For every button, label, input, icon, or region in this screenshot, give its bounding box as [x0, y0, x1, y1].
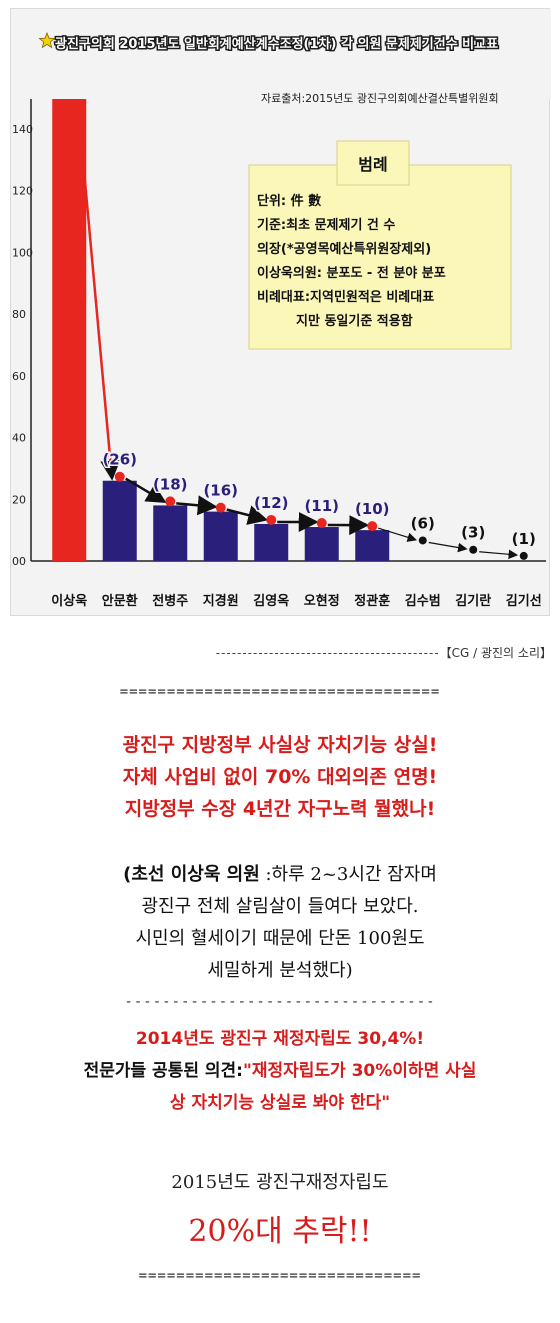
divider-equals-top: ================================== [119, 684, 441, 700]
x-tick-label: 김기란 [455, 594, 491, 609]
trend-arrow [479, 549, 519, 560]
trend-arrow [74, 74, 121, 481]
data-label: (26) [102, 451, 137, 469]
chart-panel: 0020406080100120140160 (157)(26)(18)(16)… [10, 8, 551, 616]
x-tick-label: 오현정 [304, 593, 340, 609]
bar-안문환 [102, 480, 137, 561]
bar-지경원 [203, 511, 238, 561]
data-point [165, 496, 176, 507]
data-point [215, 502, 226, 513]
bar-이상욱 [52, 76, 87, 561]
data-label: (18) [153, 475, 188, 493]
divider-equals-bottom: ============================== [138, 1268, 422, 1284]
y-tick-label: 20 [12, 493, 26, 506]
note-line-1: (초선 이상욱 의원 :하루 2~3시간 잠자며 [0, 860, 560, 889]
divider-dashes-mid: --------------------------------- [124, 994, 436, 1010]
y-tick-label: 40 [12, 432, 26, 445]
bar-전병주 [153, 505, 188, 561]
trend-arrow [125, 477, 167, 503]
note-open-paren: ( [123, 864, 132, 885]
x-tick-label: 김수범 [405, 593, 441, 609]
data-label: (10) [355, 500, 390, 518]
finance-line-1: 2014년도 광진구 재정자립도 30,4%! [135, 1029, 425, 1049]
legend-title-box [336, 140, 410, 186]
x-tick-label: 전병주 [152, 593, 188, 609]
caption-source: 【CG / 광진의 소리】 [439, 646, 552, 660]
bar-정관훈 [355, 530, 390, 561]
note-line-1-rest: :하루 2~3시간 잠자며 [259, 864, 437, 885]
legend-title: 범례 [358, 155, 387, 174]
data-label: (3) [461, 524, 485, 542]
image-caption: ----------------------------------------… [0, 644, 552, 661]
legend-line: 지만 동일기준 적용함 [296, 313, 413, 329]
x-tick-label: 김영옥 [253, 593, 289, 609]
finance-line-2-label: 전문가들 공통된 의견: [83, 1061, 243, 1081]
trend-arrow [428, 541, 468, 553]
star-icon [38, 31, 56, 49]
data-point [469, 545, 478, 554]
data-point [316, 518, 327, 529]
data-point [519, 551, 528, 560]
y-tick-label: 60 [12, 370, 26, 383]
y-tick-label: 80 [12, 308, 26, 321]
title-band [11, 9, 551, 99]
y-tick-label: 100 [12, 246, 33, 259]
legend-line: 비례대표:지역민원적은 비례대표 [257, 289, 434, 305]
bar-chart: 0020406080100120140160 (157)(26)(18)(16)… [11, 9, 551, 609]
data-point [114, 471, 125, 482]
x-tick-label: 이상욱 [51, 593, 87, 609]
x-tick-label: 김기선 [506, 593, 542, 609]
legend-line: 단위: 件 數 [257, 193, 321, 209]
headline-line-2: 자체 사업비 없이 70% 대외의존 연명! [122, 766, 438, 788]
trend-arrow [226, 505, 269, 525]
final-line-2: 20%대 추락!! [188, 1214, 372, 1249]
chart-source: 자료출처:2015년도 광진구의회예산결산특별위원회 [261, 92, 499, 105]
caption-dashes: ----------------------------------------… [215, 646, 440, 660]
data-label: (12) [254, 494, 289, 512]
trend-arrow [378, 527, 418, 542]
legend-line: 기준:최초 문제제기 건 수 [257, 217, 395, 233]
bar-오현정 [304, 527, 339, 561]
headline-line-1: 광진구 지방정부 사실상 자치기능 상실! [122, 734, 438, 756]
data-label: (1) [512, 530, 536, 548]
note-line-3: 시민의 혈세이기 때문에 단돈 100원도 [135, 928, 425, 949]
note-line-2: 광진구 전체 살림살이 들여다 보았다. [141, 896, 419, 917]
note-line-4: 세밀하게 분석했다) [207, 960, 353, 981]
y-tick-label: 00 [12, 555, 26, 568]
x-tick-label: 안문환 [102, 593, 138, 609]
data-label: (6) [411, 514, 435, 532]
y-tick-label: 120 [12, 185, 33, 198]
chart-title: 광진구의회 2015년도 일반회계예산계수조정(1차) 각 의원 문제제기건수 … [55, 36, 498, 52]
note-councilor-name: 초선 이상욱 의원 [131, 864, 260, 885]
headline-line-3: 지방정부 수장 4년간 자구노력 뭘했나! [124, 798, 436, 820]
finance-line-2-quote: "재정자립도가 30%이하면 사실 [242, 1061, 477, 1081]
x-tick-label: 지경원 [203, 593, 239, 609]
finance-line-3: 상 자치기능 상실로 봐야 한다" [169, 1093, 391, 1113]
legend-line: 이상욱의원: 분포도 - 전 분야 분포 [257, 265, 446, 281]
data-point [266, 514, 277, 525]
bar-김영옥 [254, 523, 289, 561]
trend-arrow [176, 495, 218, 516]
data-label: (11) [304, 497, 339, 515]
data-point [418, 536, 427, 545]
x-tick-label: 정관훈 [354, 593, 390, 609]
data-point [367, 521, 378, 532]
final-line-1: 2015년도 광진구재정자립도 [171, 1172, 389, 1193]
finance-line-2: 전문가들 공통된 의견:"재정자립도가 30%이하면 사실 [0, 1056, 560, 1086]
legend-line: 의장(*공영목예산특위원장제외) [257, 241, 431, 257]
y-tick-label: 140 [12, 123, 33, 136]
data-label: (16) [203, 482, 238, 500]
